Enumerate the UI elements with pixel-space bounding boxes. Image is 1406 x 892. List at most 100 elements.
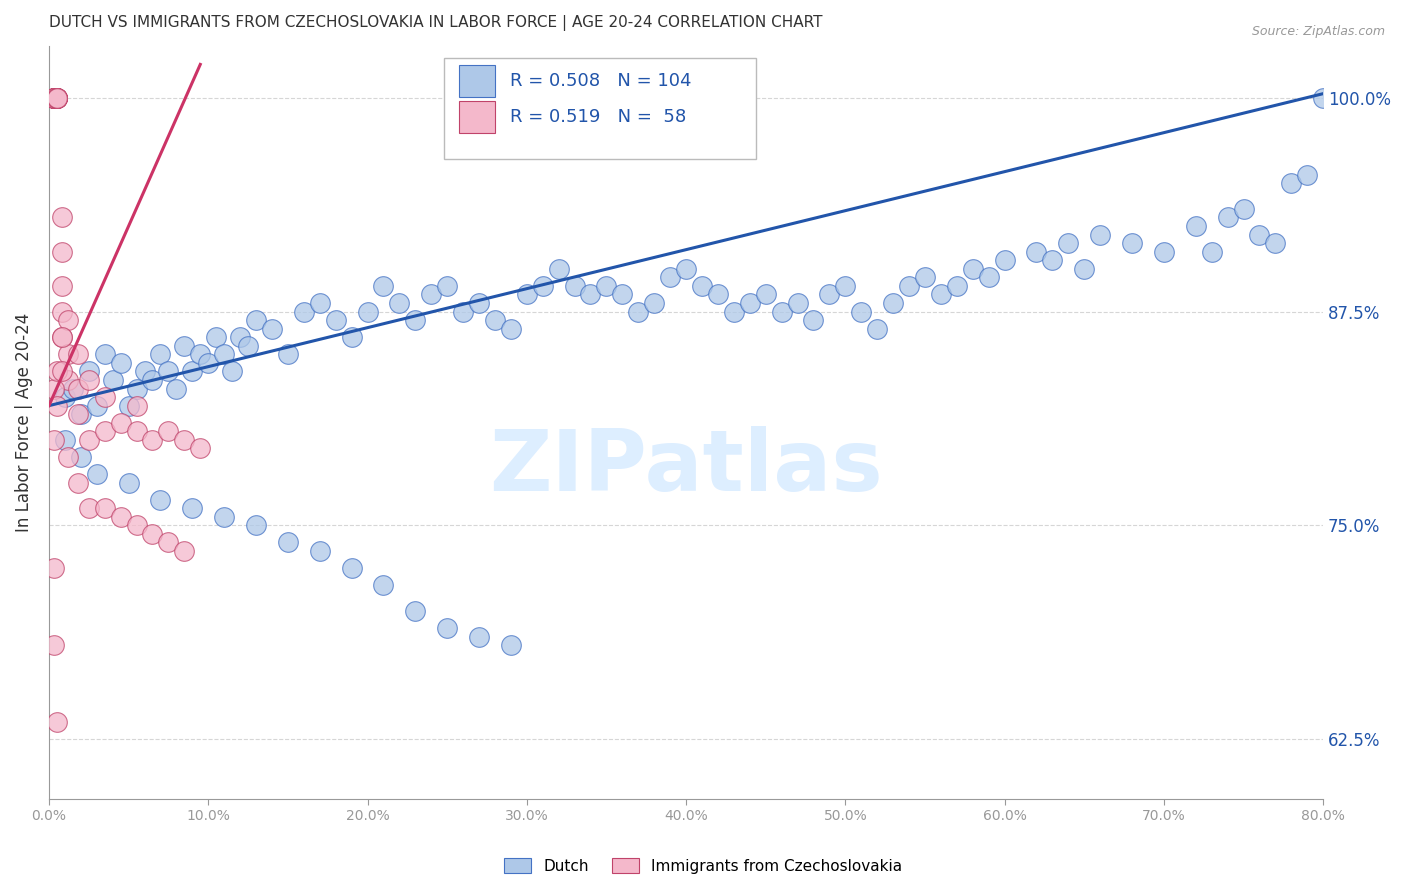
Point [994, 253, 1017, 268]
Point [516, 287, 538, 301]
Point [45, 91, 67, 105]
Point [1201, 244, 1223, 259]
Point [612, 287, 634, 301]
Point [962, 261, 984, 276]
Bar [460, 65, 495, 97]
Point [173, 544, 195, 558]
Point [1025, 244, 1047, 259]
Point [56, 313, 79, 327]
Point [117, 475, 139, 490]
Point [340, 330, 363, 344]
Point [42, 561, 65, 575]
Point [1296, 168, 1319, 182]
Point [93, 501, 115, 516]
Point [157, 364, 180, 378]
Point [882, 296, 904, 310]
Point [51, 330, 73, 344]
Point [77, 433, 100, 447]
Point [484, 313, 506, 327]
Point [770, 304, 793, 318]
Point [1249, 227, 1271, 242]
Point [42, 91, 65, 105]
Point [141, 433, 163, 447]
Point [388, 296, 411, 310]
Point [45, 91, 67, 105]
Point [245, 518, 267, 533]
Point [42, 638, 65, 652]
Point [110, 416, 132, 430]
Point [51, 304, 73, 318]
Point [786, 296, 808, 310]
Point [436, 621, 458, 635]
Point [595, 279, 617, 293]
Point [212, 509, 235, 524]
Point [898, 279, 921, 293]
Point [221, 364, 243, 378]
Point [738, 296, 761, 310]
Point [420, 287, 443, 301]
Point [77, 373, 100, 387]
Point [373, 578, 395, 592]
Point [914, 270, 936, 285]
Point [643, 296, 665, 310]
Point [56, 347, 79, 361]
Point [53, 433, 76, 447]
Point [66, 347, 89, 361]
Point [51, 244, 73, 259]
Point [188, 347, 211, 361]
Point [125, 518, 148, 533]
Point [707, 287, 730, 301]
Point [579, 287, 602, 301]
Point [277, 347, 299, 361]
Point [93, 425, 115, 439]
Point [245, 313, 267, 327]
Point [181, 364, 204, 378]
Point [69, 407, 91, 421]
Point [66, 407, 89, 421]
Point [51, 330, 73, 344]
Point [373, 279, 395, 293]
Point [197, 356, 219, 370]
Point [173, 433, 195, 447]
Point [173, 339, 195, 353]
Point [45, 364, 67, 378]
Point [45, 91, 67, 105]
Point [77, 364, 100, 378]
Point [51, 211, 73, 225]
Point [834, 279, 856, 293]
Point [93, 390, 115, 404]
Point [56, 373, 79, 387]
Point [42, 91, 65, 105]
Point [866, 321, 889, 335]
Point [436, 279, 458, 293]
Point [45, 399, 67, 413]
Point [1279, 176, 1302, 190]
Point [42, 91, 65, 105]
Point [157, 425, 180, 439]
Point [212, 347, 235, 361]
Point [42, 91, 65, 105]
Point [690, 279, 713, 293]
Point [45, 91, 67, 105]
Point [818, 287, 841, 301]
Point [45, 91, 67, 105]
Point [188, 442, 211, 456]
Point [77, 501, 100, 516]
Point [1312, 91, 1334, 105]
Point [340, 561, 363, 575]
Point [42, 91, 65, 105]
FancyBboxPatch shape [444, 58, 756, 160]
Text: R = 0.508   N = 104: R = 0.508 N = 104 [510, 72, 692, 90]
Point [1088, 227, 1111, 242]
Point [45, 91, 67, 105]
Point [325, 313, 347, 327]
Point [356, 304, 378, 318]
Point [165, 382, 187, 396]
Text: ZIPatlas: ZIPatlas [489, 426, 883, 509]
Point [977, 270, 1000, 285]
Point [1073, 261, 1095, 276]
Point [56, 450, 79, 464]
Point [468, 630, 491, 644]
Point [45, 715, 67, 730]
Point [1184, 219, 1206, 233]
